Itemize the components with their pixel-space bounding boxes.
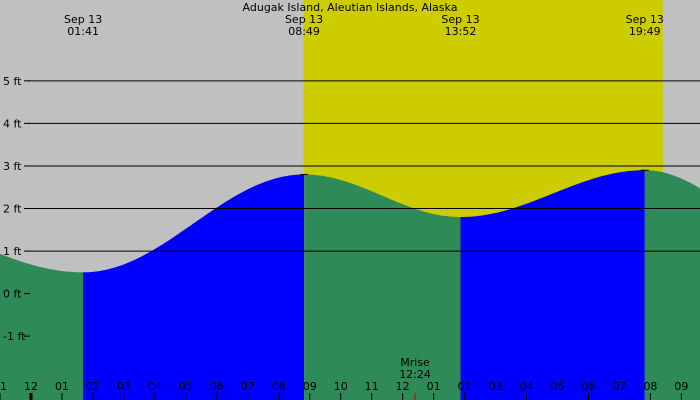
flood-area — [460, 170, 645, 400]
x-tick-label: 04 — [148, 380, 162, 393]
x-tick-label: 10 — [334, 380, 348, 393]
x-tick-label: 12 — [396, 380, 410, 393]
x-tick-label: 02 — [86, 380, 100, 393]
x-tick-label: 09 — [674, 380, 688, 393]
x-tick-label: 07 — [241, 380, 255, 393]
extreme-time: 13:52 — [445, 25, 477, 38]
x-tick-label: 03 — [117, 380, 131, 393]
x-tick-label: 09 — [303, 380, 317, 393]
x-tick-label: 01 — [55, 380, 69, 393]
y-tick-label: 5 ft — [3, 75, 22, 88]
x-tick-label: 01 — [427, 380, 441, 393]
y-tick-label: -1 ft — [3, 330, 26, 343]
y-tick-label: 4 ft — [3, 117, 22, 130]
gridlines — [28, 80, 700, 252]
chart-title: Adugak Island, Aleutian Islands, Alaska — [243, 1, 458, 14]
x-tick-label: 11 — [0, 380, 7, 393]
extreme-date: Sep 13 — [441, 13, 479, 26]
x-axis: 11 12 01 02 03 04 05 06 07 08 09 10 11 12 01 02 03 04 05 06… — [0, 380, 688, 400]
x-tick-label: 08 — [643, 380, 657, 393]
extreme-date: Sep 13 — [64, 13, 102, 26]
y-tick-label: 3 ft — [3, 160, 22, 173]
y-tick-label: 2 ft — [3, 203, 22, 216]
x-tick-label: 05 — [179, 380, 193, 393]
y-tick-label: 1 ft — [3, 245, 22, 258]
flood-area — [83, 174, 305, 400]
moon-event-label: Mrise — [400, 356, 430, 369]
y-axis: -1 ft 0 ft 1 ft 2 ft 3 ft 4 ft 5 ft — [3, 75, 30, 343]
x-tick-label: 12 — [24, 380, 38, 393]
x-tick-label: 03 — [489, 380, 503, 393]
x-tick-label: 02 — [458, 380, 472, 393]
ebb-area — [644, 170, 700, 400]
extreme-time: 08:49 — [288, 25, 320, 38]
extreme-date: Sep 13 — [626, 13, 664, 26]
ebb-area — [304, 174, 461, 400]
x-tick-label: 04 — [520, 380, 534, 393]
moon-event-time: 12:24 — [399, 368, 431, 381]
tide-area — [0, 170, 700, 400]
x-tick-label: 06 — [581, 380, 595, 393]
ebb-area — [0, 253, 84, 400]
x-tick-label: 11 — [365, 380, 379, 393]
x-tick-label: 07 — [612, 380, 626, 393]
extreme-date: Sep 13 — [285, 13, 323, 26]
y-tick-label: 0 ft — [3, 288, 22, 301]
extreme-time: 19:49 — [629, 25, 661, 38]
extreme-time: 01:41 — [67, 25, 99, 38]
x-tick-label: 08 — [272, 380, 286, 393]
x-tick-label: 05 — [551, 380, 565, 393]
x-tick-label: 06 — [210, 380, 224, 393]
